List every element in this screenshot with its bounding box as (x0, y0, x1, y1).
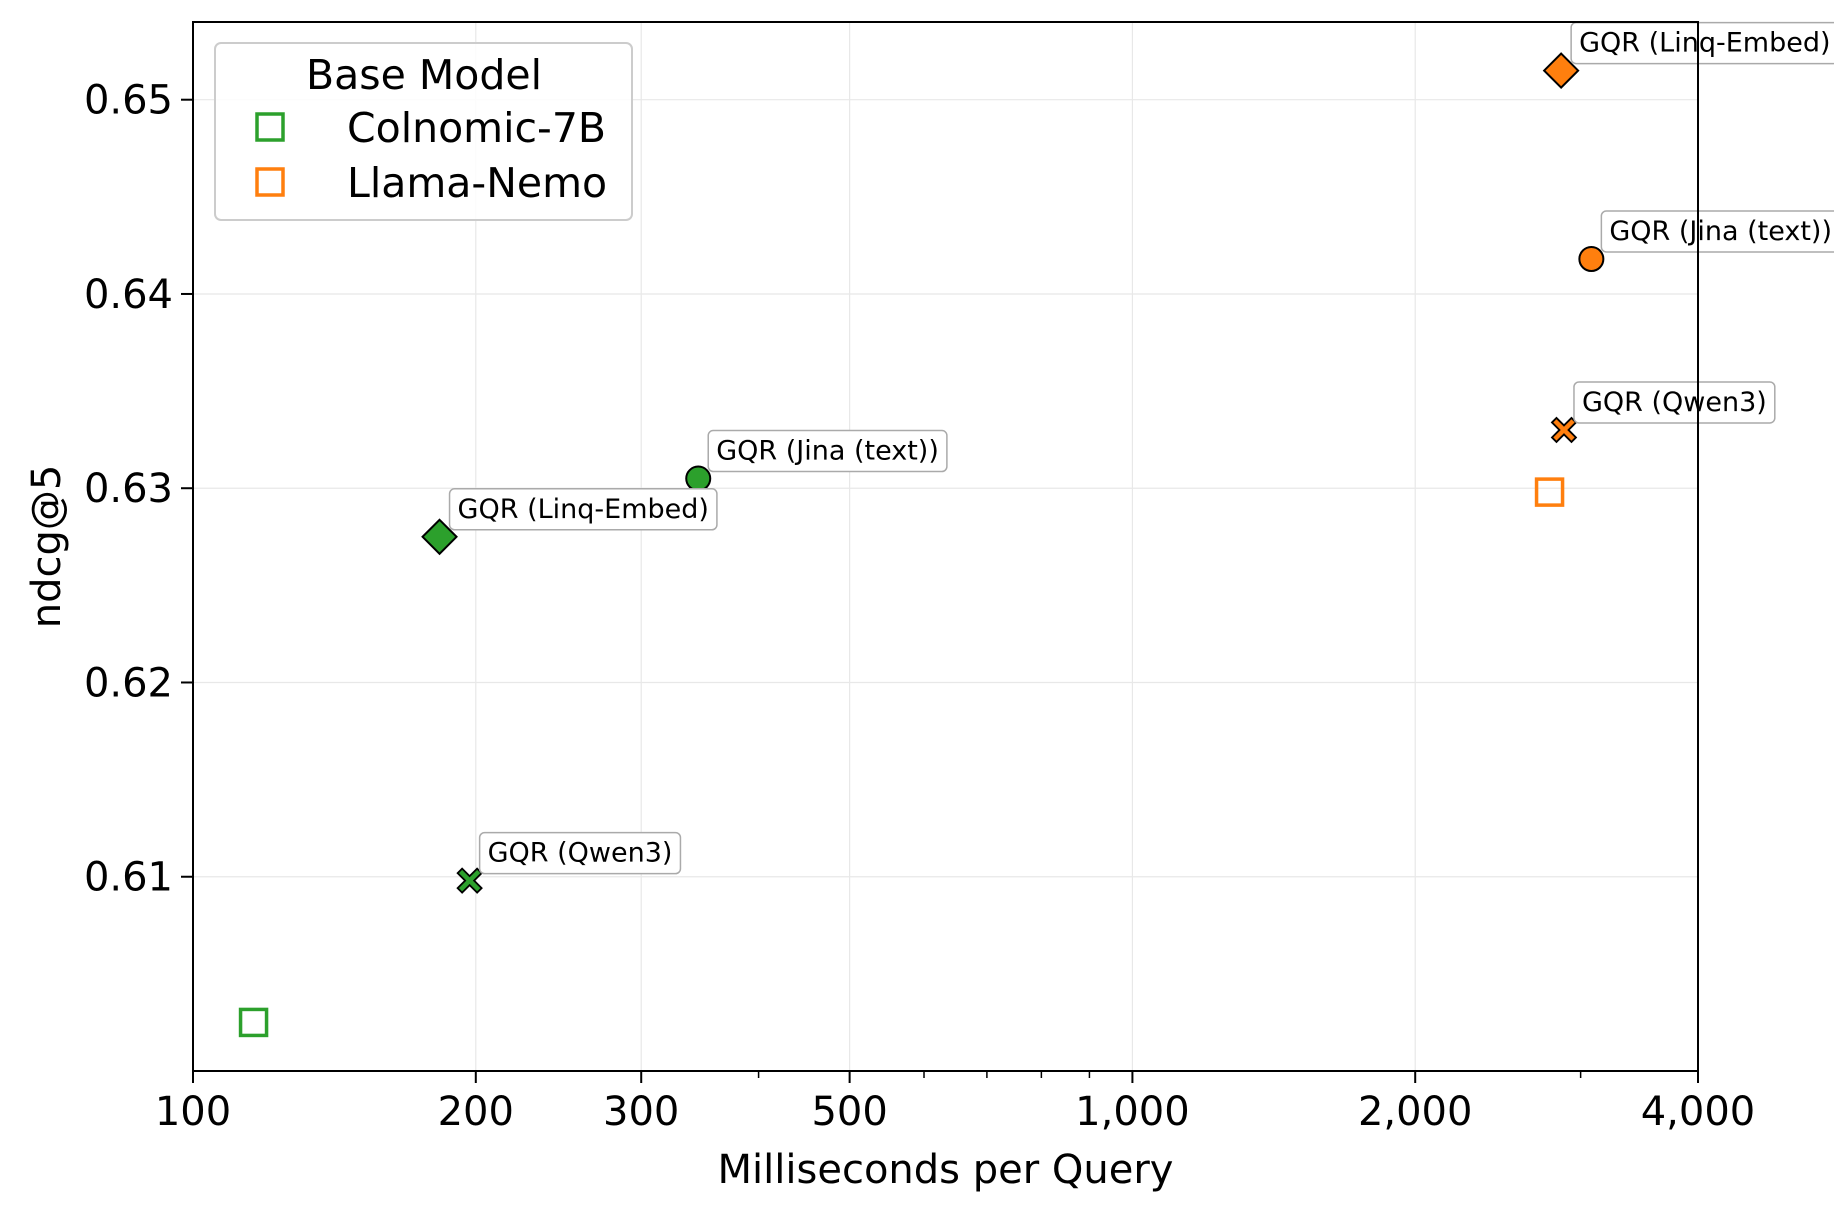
annotation-label: GQR (Jina (text)) (716, 436, 939, 467)
x-tick-label: 100 (155, 1089, 231, 1135)
annotation-box (1570, 21, 1834, 65)
axis-ticks: 100 200 300 500 1,000 2,000 4,000 0.61 0.62 0.63 0… (84, 78, 1755, 1135)
annotation-label: GQR (Linq-Embed) (458, 494, 709, 525)
plot-frame (192, 21, 1699, 1072)
legend-label: Colnomic-7B (347, 104, 606, 152)
annotation-box (478, 831, 682, 875)
data-point (421, 518, 458, 556)
legend-marker (255, 167, 285, 197)
x-tick-label: 300 (603, 1089, 679, 1135)
annotation-box (448, 488, 718, 531)
annotation-label: GQR (Qwen3) (488, 838, 673, 869)
annotation-box (707, 429, 948, 473)
point-annotation: GQR (Qwen3) (1573, 381, 1776, 424)
point-annotation: GQR (Linq-Embed) (1570, 21, 1834, 65)
point-annotation: GQR (Jina (text)) (1600, 210, 1834, 253)
data-point (456, 867, 483, 894)
legend-entries: Colnomic-7B Llama-Nemo (255, 104, 607, 207)
y-tick-label: 0.62 (84, 660, 173, 706)
y-tick-label: 0.65 (84, 78, 173, 124)
x-axis-title: Milliseconds per Query (718, 1147, 1174, 1193)
x-tick-label: 2,000 (1358, 1089, 1473, 1135)
data-point (1550, 416, 1578, 444)
annotations: GQR (Linq-Embed) GQR (Qwen3) GQR (Jina (te… (448, 21, 1834, 875)
data-point (238, 1007, 269, 1038)
data-point (1534, 477, 1565, 507)
x-tick-label: 4,000 (1641, 1089, 1756, 1135)
annotation-box (1573, 381, 1776, 424)
annotation-label: GQR (Qwen3) (1582, 387, 1767, 418)
data-point (1578, 245, 1605, 272)
point-annotation: GQR (Linq-Embed) (448, 488, 718, 531)
legend: Base Model Colnomic-7B Llama-Nemo (214, 42, 633, 221)
point-annotation: GQR (Qwen3) (478, 831, 682, 875)
data-points (238, 52, 1605, 1038)
point-annotation: GQR (Jina (text)) (707, 429, 948, 473)
y-tick-label: 0.61 (84, 855, 173, 901)
y-axis-title: ndcg@5 (24, 465, 70, 629)
minor-ticks (757, 1071, 1582, 1078)
data-point (685, 465, 712, 492)
legend-title: Base Model (306, 51, 542, 99)
legend-marker (255, 112, 285, 142)
x-tick-label: 500 (811, 1089, 887, 1135)
data-point (1542, 52, 1580, 89)
y-tick-label: 0.64 (84, 272, 173, 318)
x-tick-label: 200 (438, 1089, 514, 1135)
x-tick-label: 1,000 (1075, 1089, 1190, 1135)
annotation-label: GQR (Jina (text)) (1609, 216, 1832, 247)
annotation-label: GQR (Linq-Embed) (1579, 28, 1830, 59)
y-tick-label: 0.63 (84, 466, 173, 512)
legend-box (214, 42, 633, 221)
annotation-box (1600, 210, 1834, 253)
legend-label: Llama-Nemo (347, 159, 607, 207)
